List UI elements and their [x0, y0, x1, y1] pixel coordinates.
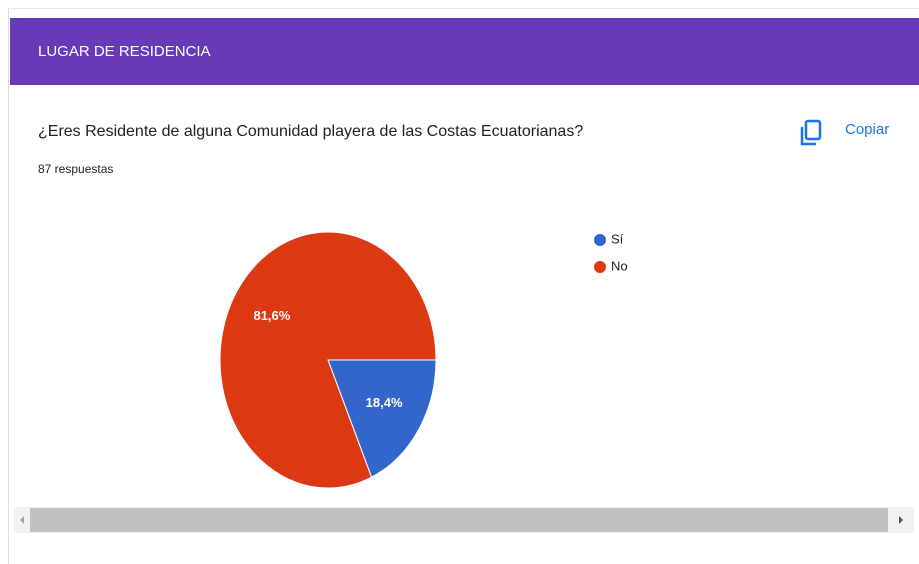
- slice-label: 81,6%: [253, 308, 290, 323]
- legend-label: No: [611, 258, 628, 273]
- response-count: 87 respuestas: [38, 162, 113, 176]
- section-title: LUGAR DE RESIDENCIA: [38, 43, 211, 60]
- legend-swatch: [594, 261, 606, 273]
- slice-label: 18,4%: [366, 395, 403, 410]
- legend-swatch: [594, 234, 606, 246]
- scroll-thumb: [30, 508, 888, 532]
- legend-label: Sí: [611, 231, 624, 246]
- copy-icon: [804, 119, 822, 141]
- pie-slice: [327, 359, 437, 478]
- copy-label: Copiar: [845, 121, 889, 138]
- scroll-left: [20, 516, 24, 524]
- question: ¿Eres Residente de alguna Comunidad play…: [38, 123, 583, 140]
- pie-chart: 18,4% 81,6% Sí No: [219, 231, 628, 489]
- copy-button[interactable]: Copiar: [800, 119, 889, 146]
- card: [8, 8, 919, 564]
- scrollbar[interactable]: [14, 507, 914, 533]
- copy-icon-back: [800, 127, 816, 146]
- scroll-right: [899, 516, 903, 524]
- pie-slice: [219, 231, 437, 489]
- section-header: [10, 18, 919, 85]
